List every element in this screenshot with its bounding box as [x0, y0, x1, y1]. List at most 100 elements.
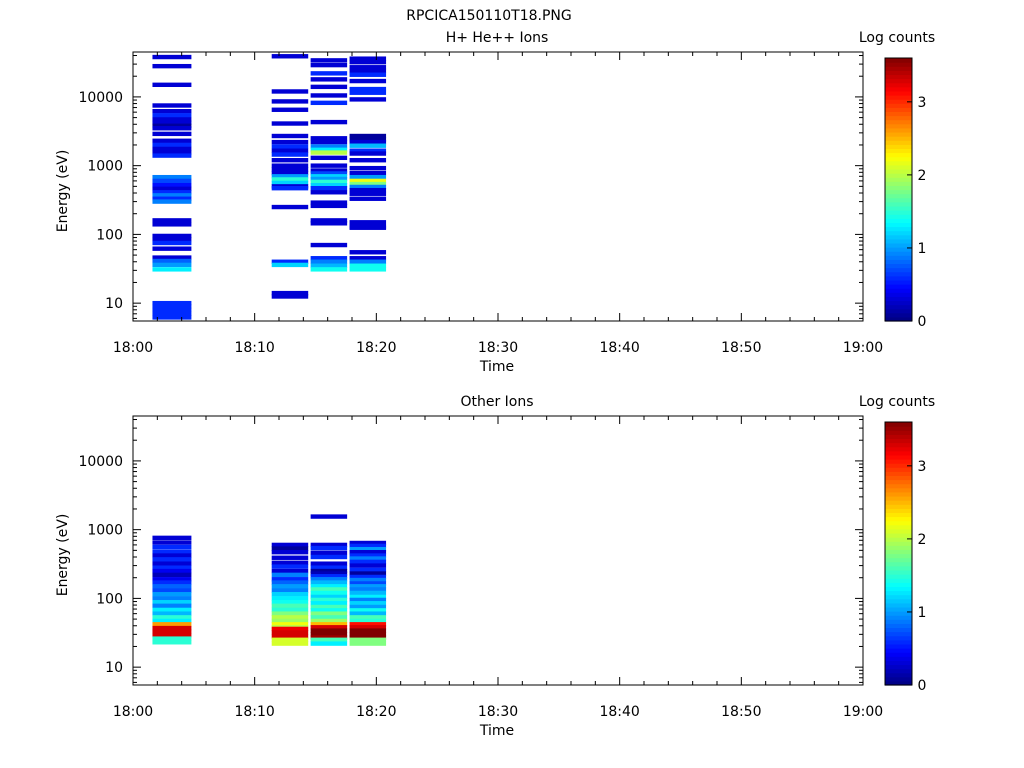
figure-title: RPCICA150110T18.PNG	[406, 8, 571, 24]
heatmap-cell	[271, 107, 309, 112]
heatmap-cell	[310, 550, 348, 556]
colorbar-segment	[885, 300, 912, 306]
heatmap-cell	[310, 571, 348, 576]
colorbar-segment	[885, 463, 912, 468]
heatmap-cell	[152, 622, 192, 627]
colorbar-segment	[885, 131, 912, 137]
colorbar-segment	[885, 602, 912, 608]
heatmap-cell	[271, 144, 309, 149]
heatmap-cell	[271, 560, 309, 565]
heatmap-cell	[152, 82, 192, 88]
heatmap-cell	[271, 600, 309, 605]
heatmap-cell	[271, 152, 309, 157]
heatmap-cell	[310, 179, 348, 185]
heatmap-cell	[310, 561, 348, 566]
heatmap-cell	[271, 167, 309, 172]
colorbar-segment	[885, 164, 912, 170]
colorbar-tick-label: 1	[918, 605, 927, 621]
colorbar-segment	[885, 156, 912, 162]
colorbar-segment	[885, 136, 912, 141]
heatmap-cell	[152, 196, 192, 201]
colorbar-segment	[885, 197, 912, 203]
heatmap-cell	[271, 603, 309, 609]
colorbar-segment	[885, 635, 912, 641]
colorbar-segment	[885, 201, 912, 207]
heatmap-cell	[310, 182, 348, 188]
colorbar-segment	[885, 226, 912, 232]
heatmap-cell	[152, 603, 192, 609]
heatmap-cell	[271, 121, 309, 126]
colorbar-segment	[885, 434, 912, 440]
heatmap-cell	[310, 542, 348, 548]
heatmap-cell	[152, 255, 192, 260]
colorbar-segment	[885, 528, 912, 534]
colorbar-segment	[885, 516, 912, 522]
heatmap-cell	[310, 58, 348, 63]
heatmap-cell	[271, 89, 309, 94]
colorbar-segment	[885, 62, 912, 67]
panel-title: Other Ions	[460, 394, 533, 410]
heatmap-cell	[310, 163, 348, 168]
heatmap-cell	[152, 126, 192, 131]
heatmap-cell	[271, 148, 309, 153]
colorbar-segment	[885, 140, 912, 145]
heatmap-cell	[271, 549, 309, 555]
colorbar-segment	[885, 471, 912, 477]
colorbar-segment	[885, 70, 912, 76]
heatmap-cell	[152, 178, 192, 184]
heatmap-cell	[152, 535, 192, 541]
heatmap-cell	[152, 568, 192, 574]
heatmap-cell	[310, 77, 348, 82]
y-axis-ticks: 10 100 1000 10000	[78, 55, 863, 319]
heatmap-cell	[271, 290, 309, 296]
heatmap-cell	[271, 596, 309, 601]
heatmap-cell	[310, 119, 348, 125]
heatmap-cell	[152, 600, 192, 605]
heatmap-cell	[271, 158, 309, 163]
colorbar-segment	[885, 234, 912, 240]
colorbar-segment	[885, 639, 912, 645]
colorbar-segment	[885, 619, 912, 624]
colorbar-segment	[885, 279, 912, 285]
colorbar-segment	[885, 185, 912, 191]
colorbar-segment	[885, 259, 912, 265]
colorbar-segment	[885, 230, 912, 236]
heatmap-cell	[271, 641, 309, 646]
heatmap-cell	[310, 267, 348, 272]
colorbar-segment	[885, 148, 912, 154]
colorbar-segment	[885, 553, 912, 559]
heatmap-cell	[349, 584, 387, 589]
heatmap-cell	[271, 611, 309, 616]
heatmap-cell	[349, 587, 387, 592]
colorbar-segment	[885, 569, 912, 575]
heatmap-cell	[152, 572, 192, 578]
colorbar-segment	[885, 598, 912, 604]
heatmap-cell	[349, 86, 387, 92]
colorbar-segment	[885, 78, 912, 84]
colorbar-segment	[885, 615, 912, 620]
y-tick-label: 10000	[78, 454, 123, 470]
heatmap-cell	[271, 185, 309, 191]
heatmap-cell	[152, 120, 192, 126]
heatmap-cell	[152, 146, 192, 152]
colorbar-segment	[885, 450, 912, 456]
heatmap-cell	[271, 133, 309, 139]
heatmap-cell	[152, 174, 192, 180]
colorbar-label: Log counts	[859, 30, 935, 46]
heatmap-cell	[349, 165, 387, 171]
colorbar-frame	[884, 57, 913, 322]
heatmap-cell	[310, 554, 348, 560]
x-axis-ticks: 18:00 18:10 18:20 18:30 18:40 18:50 19:00	[113, 52, 883, 356]
heatmap-cell	[310, 622, 348, 627]
colorbar-segment	[885, 458, 912, 464]
heatmap-cell	[349, 594, 387, 600]
heatmap-cell	[349, 170, 387, 176]
heatmap-cell	[310, 628, 348, 633]
colorbar-segment	[885, 94, 912, 100]
heatmap-cell	[310, 93, 348, 98]
colorbar-segment	[885, 652, 912, 657]
heatmap-cells	[152, 514, 387, 646]
colorbar-segment	[885, 181, 912, 186]
heatmap-cell	[152, 240, 192, 246]
colorbar-segment	[885, 648, 912, 653]
